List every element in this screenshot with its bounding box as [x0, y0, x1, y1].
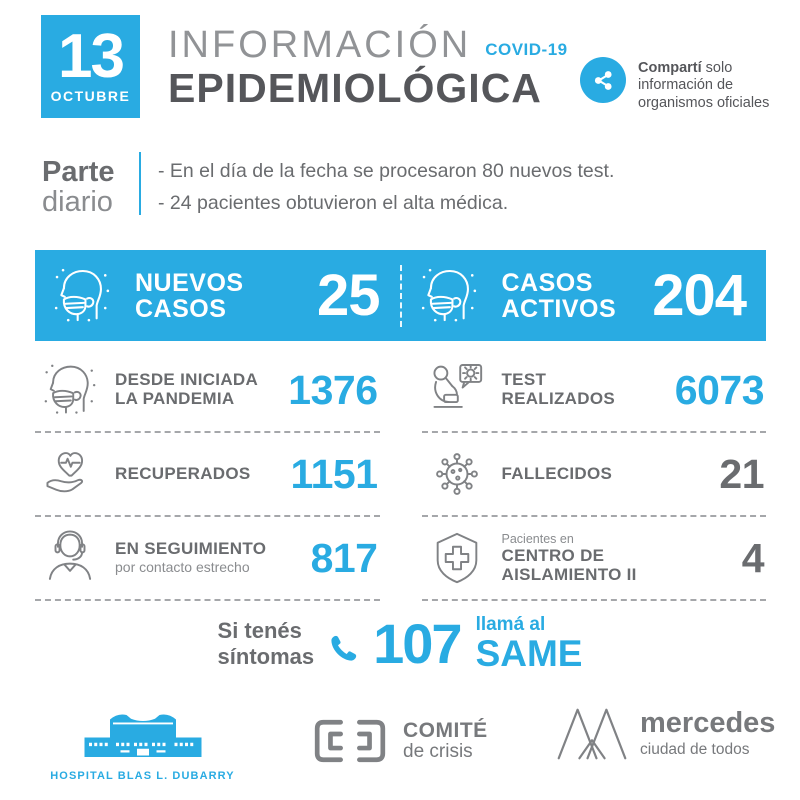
- stat-value: 6073: [674, 366, 765, 413]
- mask-face-icon: [51, 265, 113, 327]
- stat-fallecidos: FALLECIDOS 21: [421, 433, 766, 517]
- hospital-logo: HOSPITAL BLAS L. DUBARRY: [50, 706, 235, 782]
- date-box: 13 OCTUBRE: [41, 15, 140, 118]
- banner-divider: [399, 264, 402, 327]
- nuevos-casos-label: NUEVOS CASOS: [135, 268, 244, 323]
- stat-en-seguimiento: EN SEGUIMIENTO por contacto estrecho 817: [35, 517, 380, 601]
- stat-value: 4: [741, 534, 765, 581]
- symptoms-label: Si tenés síntomas: [217, 618, 315, 669]
- vertical-divider: [139, 152, 141, 215]
- share-note: Compartí solo información de organismos …: [580, 57, 790, 112]
- nuevos-casos-block: NUEVOS CASOS 25: [35, 250, 400, 341]
- bullet-1: - En el día de la fecha se procesaron 80…: [158, 160, 615, 182]
- stat-value: 1151: [290, 450, 378, 497]
- share-text: Compartí solo información de organismos …: [638, 57, 790, 112]
- casos-activos-value: 204: [652, 263, 747, 328]
- mask-face-icon: [41, 361, 99, 419]
- headset-person-icon: [41, 529, 99, 587]
- mask-face-icon: [418, 265, 480, 327]
- stat-test-realizados: TEST REALIZADOS 6073: [421, 349, 766, 433]
- casos-activos-label: CASOS ACTIVOS: [501, 268, 617, 323]
- mercedes-m-icon: [556, 704, 628, 764]
- hospital-building-icon: [68, 706, 218, 760]
- phone-icon: [329, 634, 358, 663]
- bullet-2: - 24 pacientes obtuvieron el alta médica…: [158, 192, 509, 215]
- daily-report-bullets: - En el día de la fecha se procesaron 80…: [158, 155, 614, 219]
- hotline-number: 107: [373, 611, 462, 675]
- symptoms-hotline: Si tenés síntomas 107 llamá al SAME: [0, 615, 800, 672]
- parte-diario-label: Parte diario: [42, 156, 115, 218]
- stat-recuperados: RECUPERADOS 1151: [35, 433, 380, 517]
- hospital-caption: HOSPITAL BLAS L. DUBARRY: [50, 770, 235, 782]
- stat-value: 21: [719, 450, 764, 497]
- stat-desde-pandemia: DESDE INICIADA LA PANDEMIA 1376: [35, 349, 380, 433]
- stat-value: 817: [310, 534, 378, 581]
- stat-value: 1376: [288, 366, 378, 413]
- heart-hand-icon: [41, 445, 99, 503]
- hotline-callout: llamá al SAME: [475, 614, 583, 674]
- share-icon: [580, 57, 626, 103]
- virus-icon: [428, 445, 486, 503]
- title-sub: EPIDEMIOLÓGICA: [168, 65, 542, 111]
- share-text-rest: solo información de organismos oficiales: [638, 60, 770, 111]
- stats-grid: DESDE INICIADA LA PANDEMIA 1376 TEST REA…: [35, 349, 766, 601]
- casos-activos-block: CASOS ACTIVOS 204: [402, 250, 767, 341]
- mercedes-city-logo: mercedes ciudad de todos: [556, 704, 775, 764]
- comite-crisis-logo: COMITÉ de crisis: [310, 716, 488, 766]
- title-main: INFORMACIÓN: [168, 24, 472, 66]
- microscope-icon: [428, 361, 486, 419]
- date-day: 13: [58, 22, 125, 92]
- main-stats-banner: NUEVOS CASOS 25 CASOS ACTIVOS 204: [35, 250, 766, 341]
- comite-crisis-icon: [310, 716, 390, 766]
- shield-cross-icon: [428, 529, 486, 587]
- covid19-tag: COVID-19: [485, 40, 568, 59]
- nuevos-casos-value: 25: [316, 263, 381, 328]
- stat-centro-aislamiento: Pacientes en CENTRO DE AISLAMIENTO II 4: [421, 517, 766, 601]
- date-month: OCTUBRE: [50, 87, 131, 104]
- page-title: INFORMACIÓN COVID-19 EPIDEMIOLÓGICA: [168, 26, 568, 109]
- share-text-bold: Compartí: [638, 60, 702, 76]
